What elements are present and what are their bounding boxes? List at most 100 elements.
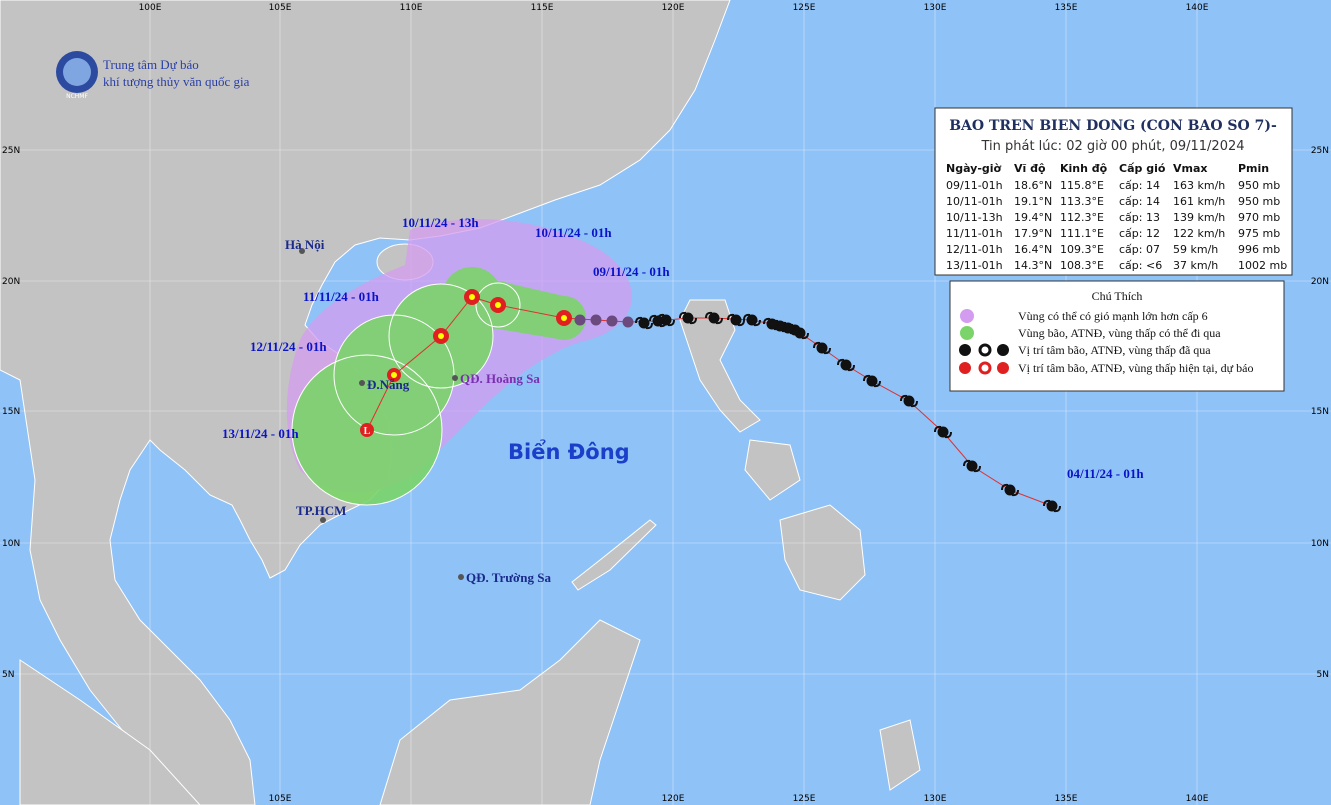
table-cell: 950 mb xyxy=(1238,179,1280,192)
table-title: BAO TREN BIEN DONG (CON BAO SO 7)- xyxy=(949,118,1277,134)
lon-label: 120E xyxy=(662,794,685,804)
storm-icon xyxy=(556,310,572,326)
time-label: 04/11/24 - 01h xyxy=(1067,466,1144,481)
storm-tail xyxy=(1043,499,1061,513)
table-cell: 10/11-13h xyxy=(946,211,1003,224)
storm-icon xyxy=(682,312,694,324)
table-cell: 161 km/h xyxy=(1173,195,1225,208)
legend-item: Vùng bão, ATNĐ, vùng thấp có thể đi qua xyxy=(1018,326,1221,340)
table-cell: 12/11-01h xyxy=(946,243,1003,256)
table-cell: 14.3°N xyxy=(1014,259,1052,272)
place-label: QĐ. Hoàng Sa xyxy=(460,371,540,386)
table-header: Pmin xyxy=(1238,162,1269,175)
table-cell: cấp: 14 xyxy=(1119,179,1160,192)
table-cell: cấp: <6 xyxy=(1119,259,1162,272)
storm-icon xyxy=(574,314,586,326)
storm-tail xyxy=(1001,483,1019,497)
legend-item: Vị trí tâm bão, ATNĐ, vùng thấp đã qua xyxy=(1018,343,1211,357)
table-cell: cấp: 07 xyxy=(1119,243,1160,256)
table-cell: 996 mb xyxy=(1238,243,1280,256)
storm-tail xyxy=(727,313,745,327)
table-cell: 19.1°N xyxy=(1014,195,1052,208)
table-cell: 975 mb xyxy=(1238,227,1280,240)
lat-label: 5N xyxy=(2,670,14,680)
table-header: Ngày-giờ xyxy=(946,162,1002,175)
table-cell: 115.8°E xyxy=(1060,179,1104,192)
lat-label: 15N xyxy=(2,407,20,417)
logo: NCHMF Trung tâm Dự báo khí tượng thủy vă… xyxy=(56,51,250,100)
table-cell: 11/11-01h xyxy=(946,227,1003,240)
time-label: 11/11/24 - 01h xyxy=(303,289,380,304)
lon-label: 120E xyxy=(662,3,685,13)
lon-label: 105E xyxy=(269,794,292,804)
place-label: TP.HCM xyxy=(296,503,346,518)
storm-icon xyxy=(1004,484,1016,496)
storm-icon xyxy=(903,395,915,407)
lon-label: 105E xyxy=(269,3,292,13)
storm-icon xyxy=(966,460,978,472)
table-header: Cấp gió xyxy=(1119,162,1166,175)
lon-label: 115E xyxy=(531,3,554,13)
storm-icon xyxy=(1046,500,1058,512)
time-label: 12/11/24 - 01h xyxy=(250,339,327,354)
storm-icon xyxy=(433,328,449,344)
lat-label: 20N xyxy=(1311,277,1329,287)
table-subtitle: Tin phát lúc: 02 giờ 00 phút, 09/11/2024 xyxy=(980,139,1244,154)
table-cell: 10/11-01h xyxy=(946,195,1003,208)
lon-label: 130E xyxy=(924,3,947,13)
lat-label: 25N xyxy=(1311,146,1329,156)
lon-label: 140E xyxy=(1186,3,1209,13)
storm-tail xyxy=(679,311,697,325)
logo-line: khí tượng thủy văn quốc gia xyxy=(103,74,250,89)
storm-tail xyxy=(863,374,881,388)
time-label: 09/11/24 - 01h xyxy=(593,264,670,279)
lon-label: 125E xyxy=(793,3,816,13)
table-cell: 111.1°E xyxy=(1060,227,1104,240)
table-cell: cấp: 12 xyxy=(1119,227,1160,240)
table-cell: 113.3°E xyxy=(1060,195,1104,208)
table-cell: 16.4°N xyxy=(1014,243,1052,256)
storm-icon: L xyxy=(360,423,374,437)
legend-title: Chú Thích xyxy=(1092,289,1143,303)
table-cell: cấp: 13 xyxy=(1119,211,1160,224)
table-cell: 970 mb xyxy=(1238,211,1280,224)
table-cell: 122 km/h xyxy=(1173,227,1225,240)
table-cell: 163 km/h xyxy=(1173,179,1225,192)
storm-icon xyxy=(652,315,664,327)
table-cell: 18.6°N xyxy=(1014,179,1052,192)
lat-label: 25N xyxy=(2,146,20,156)
logo-badge: NCHMF xyxy=(66,93,88,100)
storm-icon xyxy=(622,316,634,328)
table-cell: 1002 mb xyxy=(1238,259,1287,272)
lon-label: 110E xyxy=(400,3,423,13)
table-header: Kinh độ xyxy=(1060,162,1108,175)
table-cell: 109.3°E xyxy=(1060,243,1104,256)
storm-tail xyxy=(963,459,981,473)
storm-icon xyxy=(490,297,506,313)
storm-icon xyxy=(708,312,720,324)
storm-icon xyxy=(816,342,828,354)
svg-text:L: L xyxy=(364,426,371,437)
past-track xyxy=(574,311,1061,513)
legend-item: Vị trí tâm bão, ATNĐ, vùng thấp hiện tại… xyxy=(1018,361,1253,375)
lat-label: 5N xyxy=(1317,670,1329,680)
storm-icon xyxy=(937,426,949,438)
logo-line: Trung tâm Dự báo xyxy=(103,57,199,72)
storm-tail xyxy=(900,394,918,408)
storm-tail xyxy=(649,314,667,328)
storm-icon xyxy=(606,315,618,327)
storm-icon xyxy=(464,289,480,305)
table-header: Vmax xyxy=(1173,162,1208,175)
storm-tail xyxy=(705,311,723,325)
storm-icon xyxy=(840,359,852,371)
storm-icon xyxy=(590,314,602,326)
table-header: Vĩ độ xyxy=(1014,162,1046,175)
storm-icon xyxy=(638,317,650,329)
place-label: QĐ. Trường Sa xyxy=(466,570,551,585)
table-cell: 112.3°E xyxy=(1060,211,1104,224)
time-label: 10/11/24 - 01h xyxy=(535,225,612,240)
lat-label: 10N xyxy=(2,539,20,549)
storm-icon xyxy=(387,368,401,382)
